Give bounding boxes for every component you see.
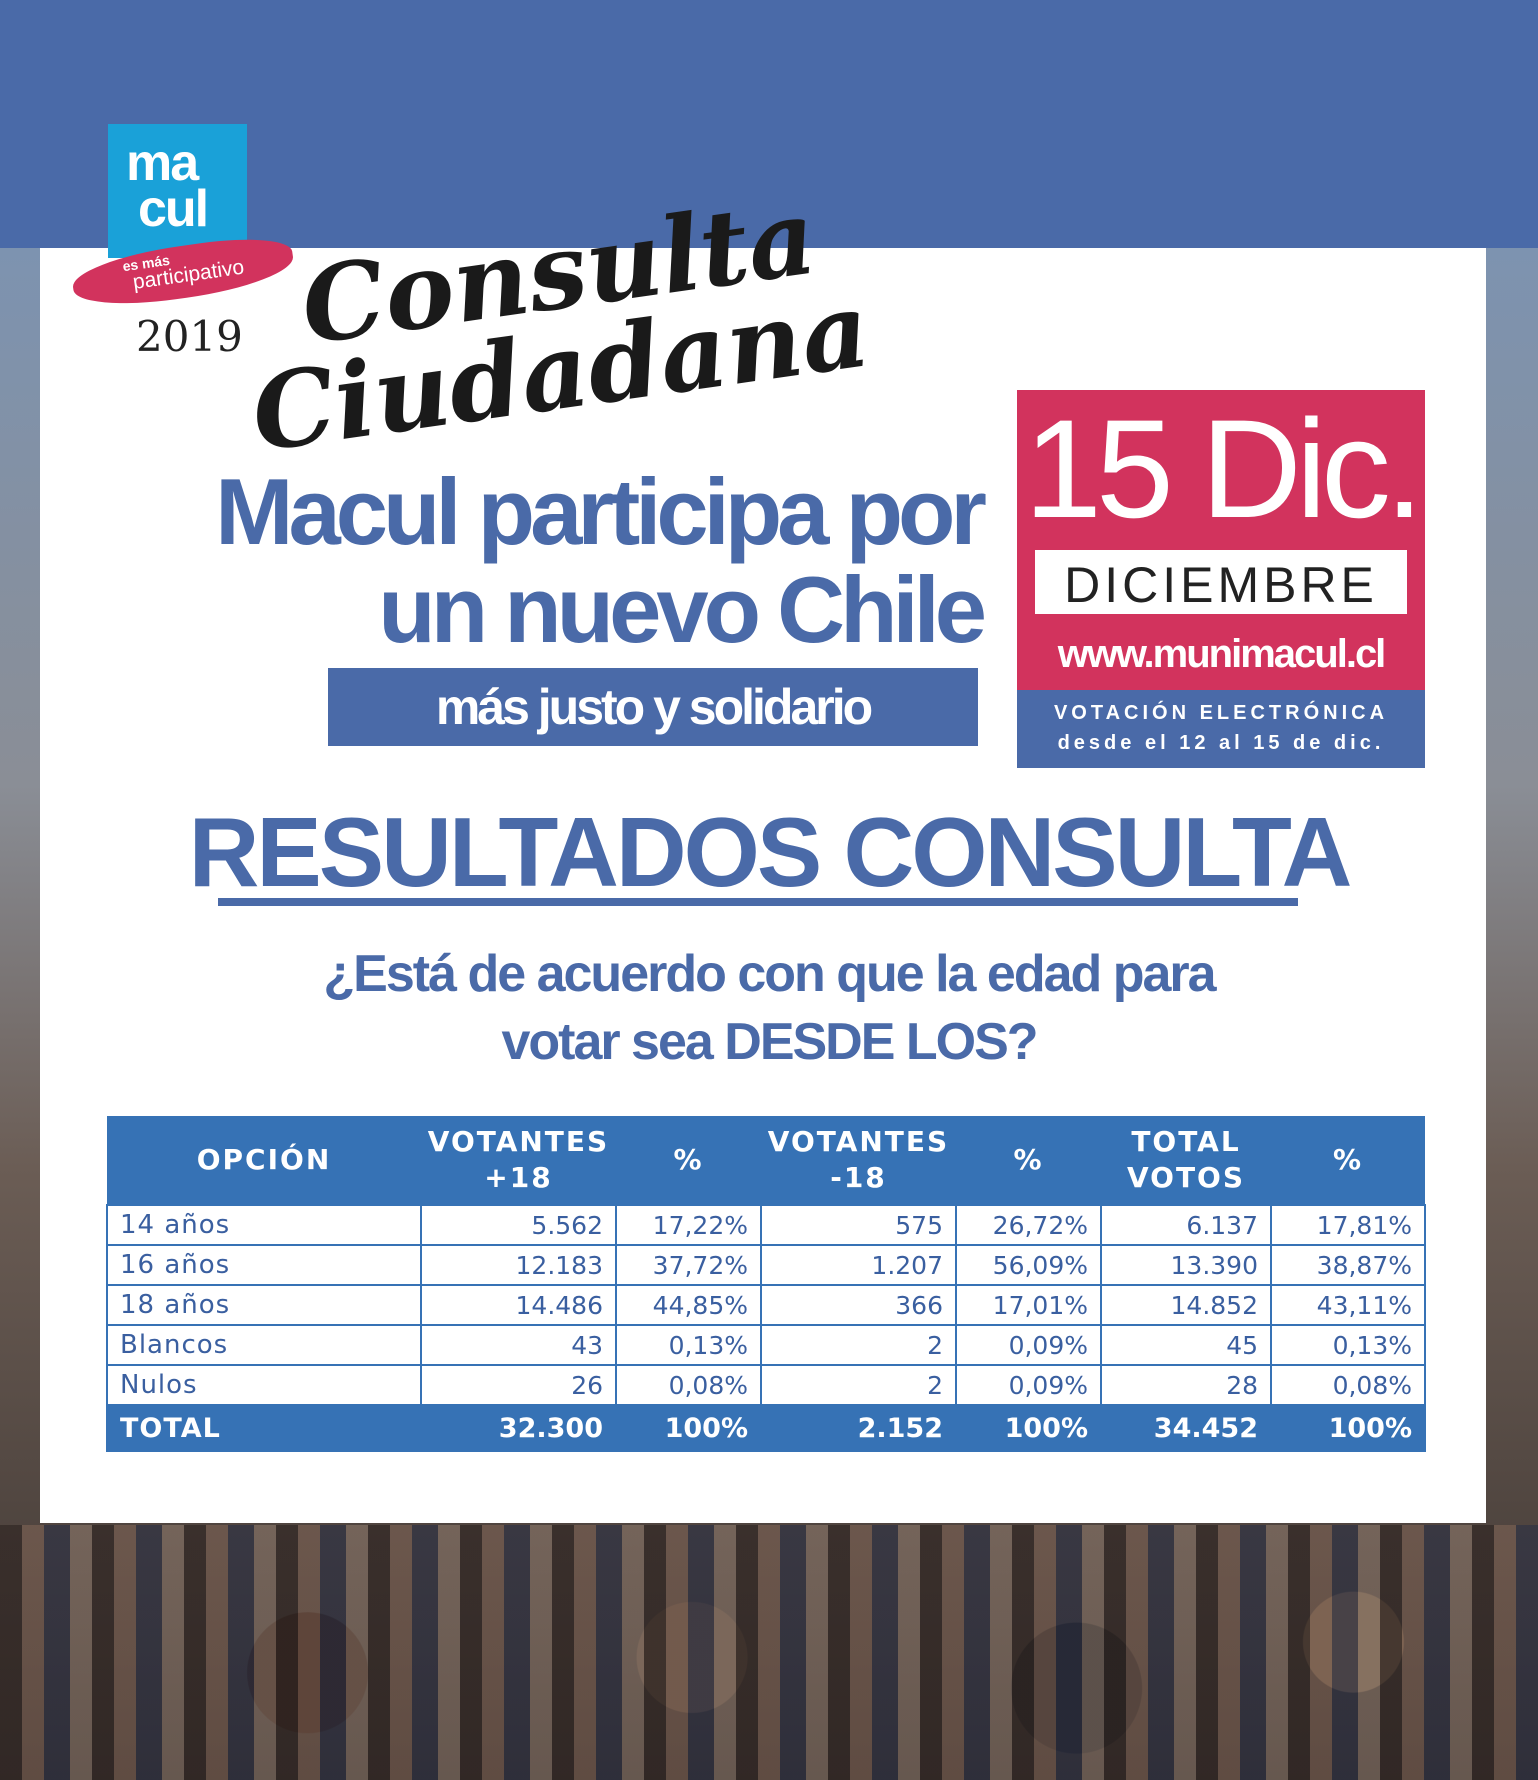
row-votantes-menos-18: 2 — [760, 1324, 957, 1366]
voting-info-line2: desde el 12 al 15 de dic. — [1057, 732, 1385, 754]
header-votantes-mas-18-line1: VOTANTES — [427, 1125, 610, 1158]
row-total-votos: 45 — [1100, 1324, 1272, 1366]
row-total-votos: 6.137 — [1100, 1204, 1272, 1246]
header-votantes-mas-18: VOTANTES +18 — [421, 1116, 616, 1205]
row-option: Nulos — [106, 1364, 422, 1406]
header-votantes-menos-18-line1: VOTANTES — [767, 1125, 950, 1158]
header-percent-2: % — [956, 1116, 1101, 1205]
background-top-band — [0, 0, 1538, 248]
table-row: Blancos 43 0,13% 2 0,09% 45 0,13% — [106, 1324, 1426, 1366]
row-percent-total: 17,81% — [1270, 1204, 1426, 1246]
row-percent-mas-18: 17,22% — [615, 1204, 762, 1246]
date-month-box: DICIEMBRE — [1035, 550, 1407, 614]
crowd-photo-strip — [0, 1525, 1538, 1780]
table-header-row: OPCIÓN VOTANTES +18 % VOTANTES -18 % TOT… — [107, 1116, 1425, 1205]
row-percent-total: 43,11% — [1270, 1284, 1426, 1326]
logo-text: ma cul — [126, 134, 209, 238]
results-title-underline — [218, 898, 1298, 906]
header-votantes-mas-18-line2: +18 — [484, 1161, 553, 1194]
row-percent-mas-18: 0,08% — [615, 1364, 762, 1406]
total-votos: 34.452 — [1100, 1404, 1272, 1452]
header-votantes-menos-18: VOTANTES -18 — [761, 1116, 956, 1205]
year-label: 2019 — [136, 312, 243, 361]
row-votantes-mas-18: 43 — [420, 1324, 617, 1366]
question-line2: votar sea DESDE LOS? — [501, 1013, 1038, 1071]
header-votantes-menos-18-line2: -18 — [830, 1161, 887, 1194]
header-percent-3: % — [1271, 1116, 1425, 1205]
table-total-row: TOTAL 32.300 100% 2.152 100% 34.452 100% — [106, 1404, 1426, 1452]
header-opcion: OPCIÓN — [107, 1116, 421, 1205]
table-row: Nulos 26 0,08% 2 0,09% 28 0,08% — [106, 1364, 1426, 1406]
row-option: 18 años — [106, 1284, 422, 1326]
results-table: OPCIÓN VOTANTES +18 % VOTANTES -18 % TOT… — [106, 1116, 1426, 1452]
total-label: TOTAL — [106, 1404, 422, 1452]
row-percent-total: 0,13% — [1270, 1324, 1426, 1366]
headline-line1: Macul participa por — [215, 459, 987, 564]
macul-logo: ma cul — [108, 124, 247, 258]
date-day: 15 Dic. — [1024, 390, 1424, 547]
total-percent-mas-18: 100% — [615, 1404, 762, 1452]
subheadline-text: más justo y solidario — [435, 679, 873, 735]
row-percent-menos-18: 0,09% — [955, 1364, 1102, 1406]
row-percent-mas-18: 0,13% — [615, 1324, 762, 1366]
row-votantes-mas-18: 5.562 — [420, 1204, 617, 1246]
table-row: 14 años 5.562 17,22% 575 26,72% 6.137 17… — [106, 1204, 1426, 1246]
row-option: 14 años — [106, 1204, 422, 1246]
row-percent-menos-18: 17,01% — [955, 1284, 1102, 1326]
row-total-votos: 28 — [1100, 1364, 1272, 1406]
question-line1: ¿Está de acuerdo con que la edad para — [323, 945, 1216, 1003]
results-title: RESULTADOS CONSULTA — [188, 797, 1353, 907]
row-total-votos: 14.852 — [1100, 1284, 1272, 1326]
row-votantes-mas-18: 14.486 — [420, 1284, 617, 1326]
header-total-votos-line2: VOTOS — [1126, 1161, 1246, 1194]
row-percent-mas-18: 44,85% — [615, 1284, 762, 1326]
total-votantes-mas-18: 32.300 — [420, 1404, 617, 1452]
row-percent-mas-18: 37,72% — [615, 1244, 762, 1286]
logo-line2: cul — [138, 180, 209, 238]
row-votantes-mas-18: 26 — [420, 1364, 617, 1406]
row-total-votos: 13.390 — [1100, 1244, 1272, 1286]
row-percent-menos-18: 56,09% — [955, 1244, 1102, 1286]
row-votantes-menos-18: 2 — [760, 1364, 957, 1406]
row-percent-menos-18: 0,09% — [955, 1324, 1102, 1366]
total-votantes-menos-18: 2.152 — [760, 1404, 957, 1452]
header-percent-1: % — [616, 1116, 761, 1205]
row-option: 16 años — [106, 1244, 422, 1286]
row-votantes-menos-18: 1.207 — [760, 1244, 957, 1286]
total-percent-menos-18: 100% — [955, 1404, 1102, 1452]
row-votantes-menos-18: 366 — [760, 1284, 957, 1326]
website-url: www.munimacul.cl — [1057, 632, 1387, 676]
row-percent-menos-18: 26,72% — [955, 1204, 1102, 1246]
row-option: Blancos — [106, 1324, 422, 1366]
table-row: 16 años 12.183 37,72% 1.207 56,09% 13.39… — [106, 1244, 1426, 1286]
headline-line2: un nuevo Chile — [378, 557, 987, 662]
total-percent: 100% — [1270, 1404, 1426, 1452]
subheadline-bar: más justo y solidario — [328, 668, 978, 746]
row-percent-total: 0,08% — [1270, 1364, 1426, 1406]
date-box: 15 Dic. DICIEMBRE www.munimacul.cl VOTAC… — [1017, 390, 1425, 768]
voting-info-line1: VOTACIÓN ELECTRÓNICA — [1053, 702, 1389, 724]
row-votantes-menos-18: 575 — [760, 1204, 957, 1246]
header-total-votos-line1: TOTAL — [1131, 1125, 1241, 1158]
row-votantes-mas-18: 12.183 — [420, 1244, 617, 1286]
voting-info-box: VOTACIÓN ELECTRÓNICA desde el 12 al 15 d… — [1017, 690, 1425, 768]
logo-line1: ma — [126, 134, 199, 192]
header-total-votos: TOTAL VOTOS — [1101, 1116, 1271, 1205]
row-percent-total: 38,87% — [1270, 1244, 1426, 1286]
date-month: DICIEMBRE — [1064, 557, 1378, 613]
table-row: 18 años 14.486 44,85% 366 17,01% 14.852 … — [106, 1284, 1426, 1326]
